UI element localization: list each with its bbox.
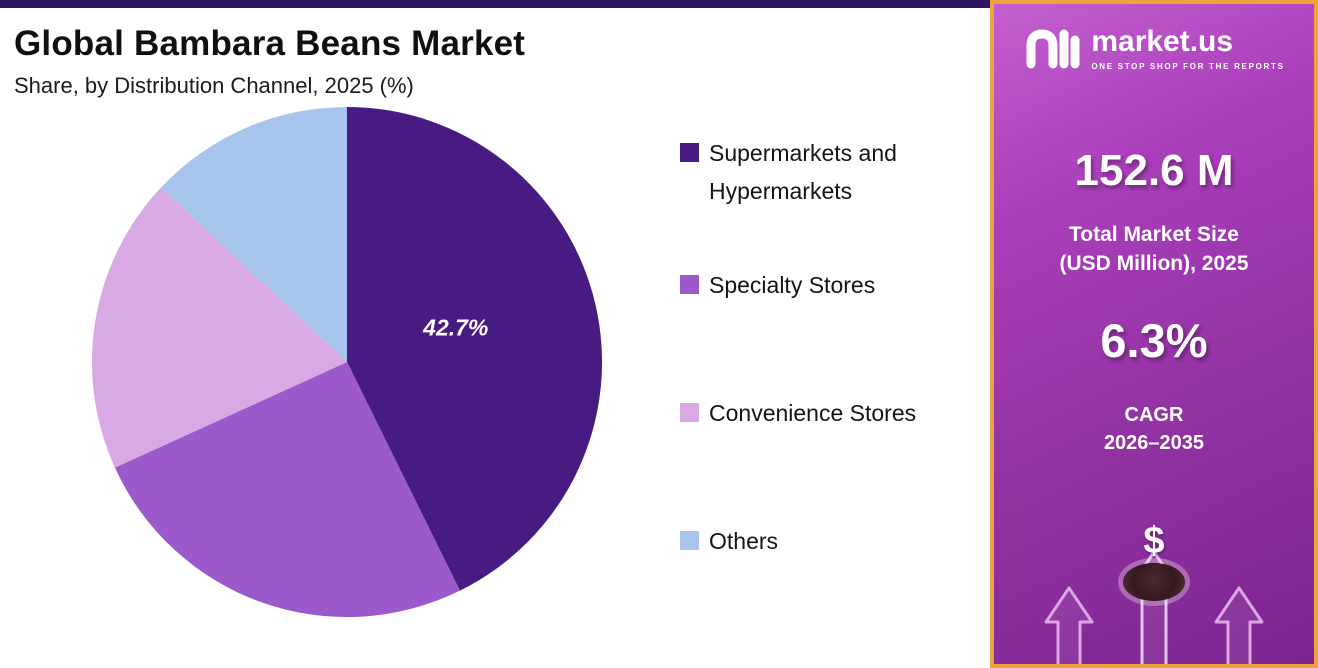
legend-swatch-supermarkets bbox=[680, 143, 699, 162]
pie-slice-3 bbox=[161, 106, 347, 362]
brand-text: market.us ONE STOP SHOP FOR THE REPORTS bbox=[1091, 25, 1285, 72]
dollar-cup-graphic: $ bbox=[1123, 520, 1185, 601]
brand-name: market.us bbox=[1091, 25, 1234, 58]
chart-title: Global Bambara Beans Market bbox=[14, 24, 526, 63]
legend-swatch-convenience-stores bbox=[680, 402, 699, 422]
legend-label: Convenience Stores bbox=[709, 399, 917, 426]
legend-item-convenience-stores: Convenience Stores bbox=[680, 395, 970, 433]
cagr-period: 2026–2035 bbox=[1103, 431, 1205, 454]
pie-slice-data-label: 42.7% bbox=[423, 314, 489, 341]
legend-item-supermarkets: Supermarkets and Hypermarkets bbox=[680, 135, 970, 211]
pie-slice-2 bbox=[91, 187, 347, 468]
chart-subtitle: Share, by Distribution Channel, 2025 (%) bbox=[14, 73, 414, 98]
legend-swatch-others bbox=[680, 530, 699, 550]
brand-tagline: ONE STOP SHOP FOR THE REPORTS bbox=[1091, 62, 1285, 71]
pie-svg bbox=[91, 106, 603, 618]
market-size-value: 152.6 M bbox=[1074, 146, 1234, 195]
legend-label: Specialty Stores bbox=[709, 271, 876, 298]
legend-label: Supermarkets and Hypermarkets bbox=[709, 140, 897, 204]
sidebar-panel: market.us ONE STOP SHOP FOR THE REPORTS … bbox=[990, 0, 1318, 668]
dollar-icon: $ bbox=[1143, 520, 1165, 562]
legend-item-specialty-stores: Specialty Stores bbox=[680, 267, 970, 305]
legend-item-others: Others bbox=[680, 523, 970, 561]
chart-panel: Global Bambara Beans Market Share, by Di… bbox=[14, 24, 990, 621]
pie-slice-0 bbox=[347, 106, 603, 591]
top-accent-strip bbox=[0, 0, 990, 8]
coffee-cup-icon bbox=[1123, 563, 1185, 601]
legend-label: Others bbox=[709, 527, 779, 554]
brand: market.us ONE STOP SHOP FOR THE REPORTS bbox=[994, 26, 1314, 72]
pie-slice-1 bbox=[114, 362, 460, 618]
cagr-label: CAGR bbox=[1124, 403, 1184, 426]
marketus-logo-icon bbox=[1026, 29, 1080, 69]
chart-body: 42.7% Supermarkets and Hypermarkets Spec… bbox=[14, 99, 990, 621]
market-size-label-line2: (USD Million), 2025 bbox=[1059, 252, 1249, 276]
legend-swatch-specialty-stores bbox=[680, 274, 699, 294]
cagr-value: 6.3% bbox=[1100, 313, 1208, 367]
chart-legend: Supermarkets and Hypermarkets Specialty … bbox=[680, 135, 970, 621]
market-size-label-line1: Total Market Size bbox=[1069, 223, 1239, 246]
pie-chart: 42.7% bbox=[88, 103, 606, 621]
market-size-label: Total Market Size (USD Million), 2025 bbox=[994, 220, 1314, 279]
